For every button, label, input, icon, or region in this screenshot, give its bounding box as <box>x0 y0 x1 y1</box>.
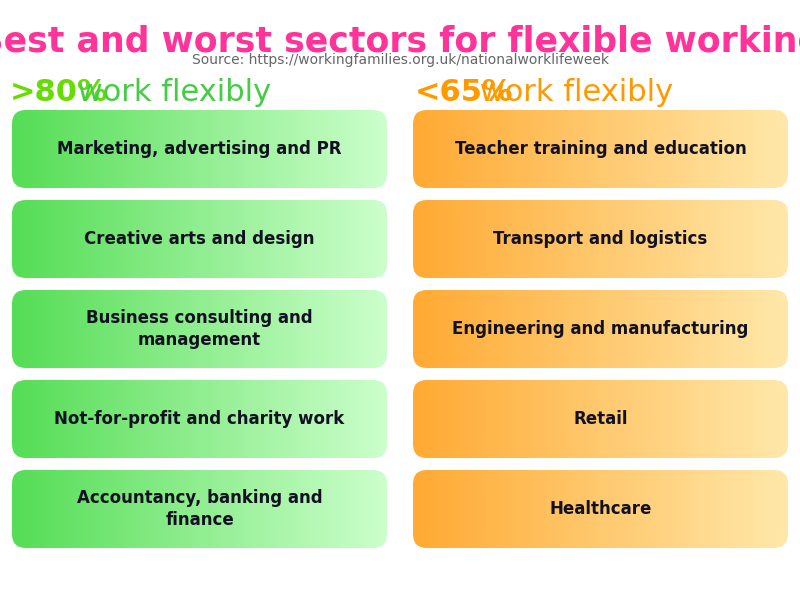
Text: Business consulting and
management: Business consulting and management <box>86 309 313 349</box>
Text: work flexibly: work flexibly <box>68 78 271 107</box>
Text: >80%: >80% <box>10 78 109 107</box>
Text: Not-for-profit and charity work: Not-for-profit and charity work <box>54 410 345 428</box>
Text: Teacher training and education: Teacher training and education <box>454 140 746 158</box>
Text: Source: https://workingfamilies.org.uk/nationalworklifeweek: Source: https://workingfamilies.org.uk/n… <box>191 53 609 67</box>
Text: Transport and logistics: Transport and logistics <box>494 230 708 248</box>
Text: Retail: Retail <box>574 410 628 428</box>
Text: Marketing, advertising and PR: Marketing, advertising and PR <box>58 140 342 158</box>
Text: Accountancy, banking and
finance: Accountancy, banking and finance <box>77 489 322 529</box>
Text: Engineering and manufacturing: Engineering and manufacturing <box>452 320 749 338</box>
Text: <65%: <65% <box>415 78 514 107</box>
Text: work flexibly: work flexibly <box>470 78 673 107</box>
Text: Healthcare: Healthcare <box>550 500 652 518</box>
Text: Creative arts and design: Creative arts and design <box>84 230 314 248</box>
Text: Best and worst sectors for flexible working: Best and worst sectors for flexible work… <box>0 25 800 59</box>
